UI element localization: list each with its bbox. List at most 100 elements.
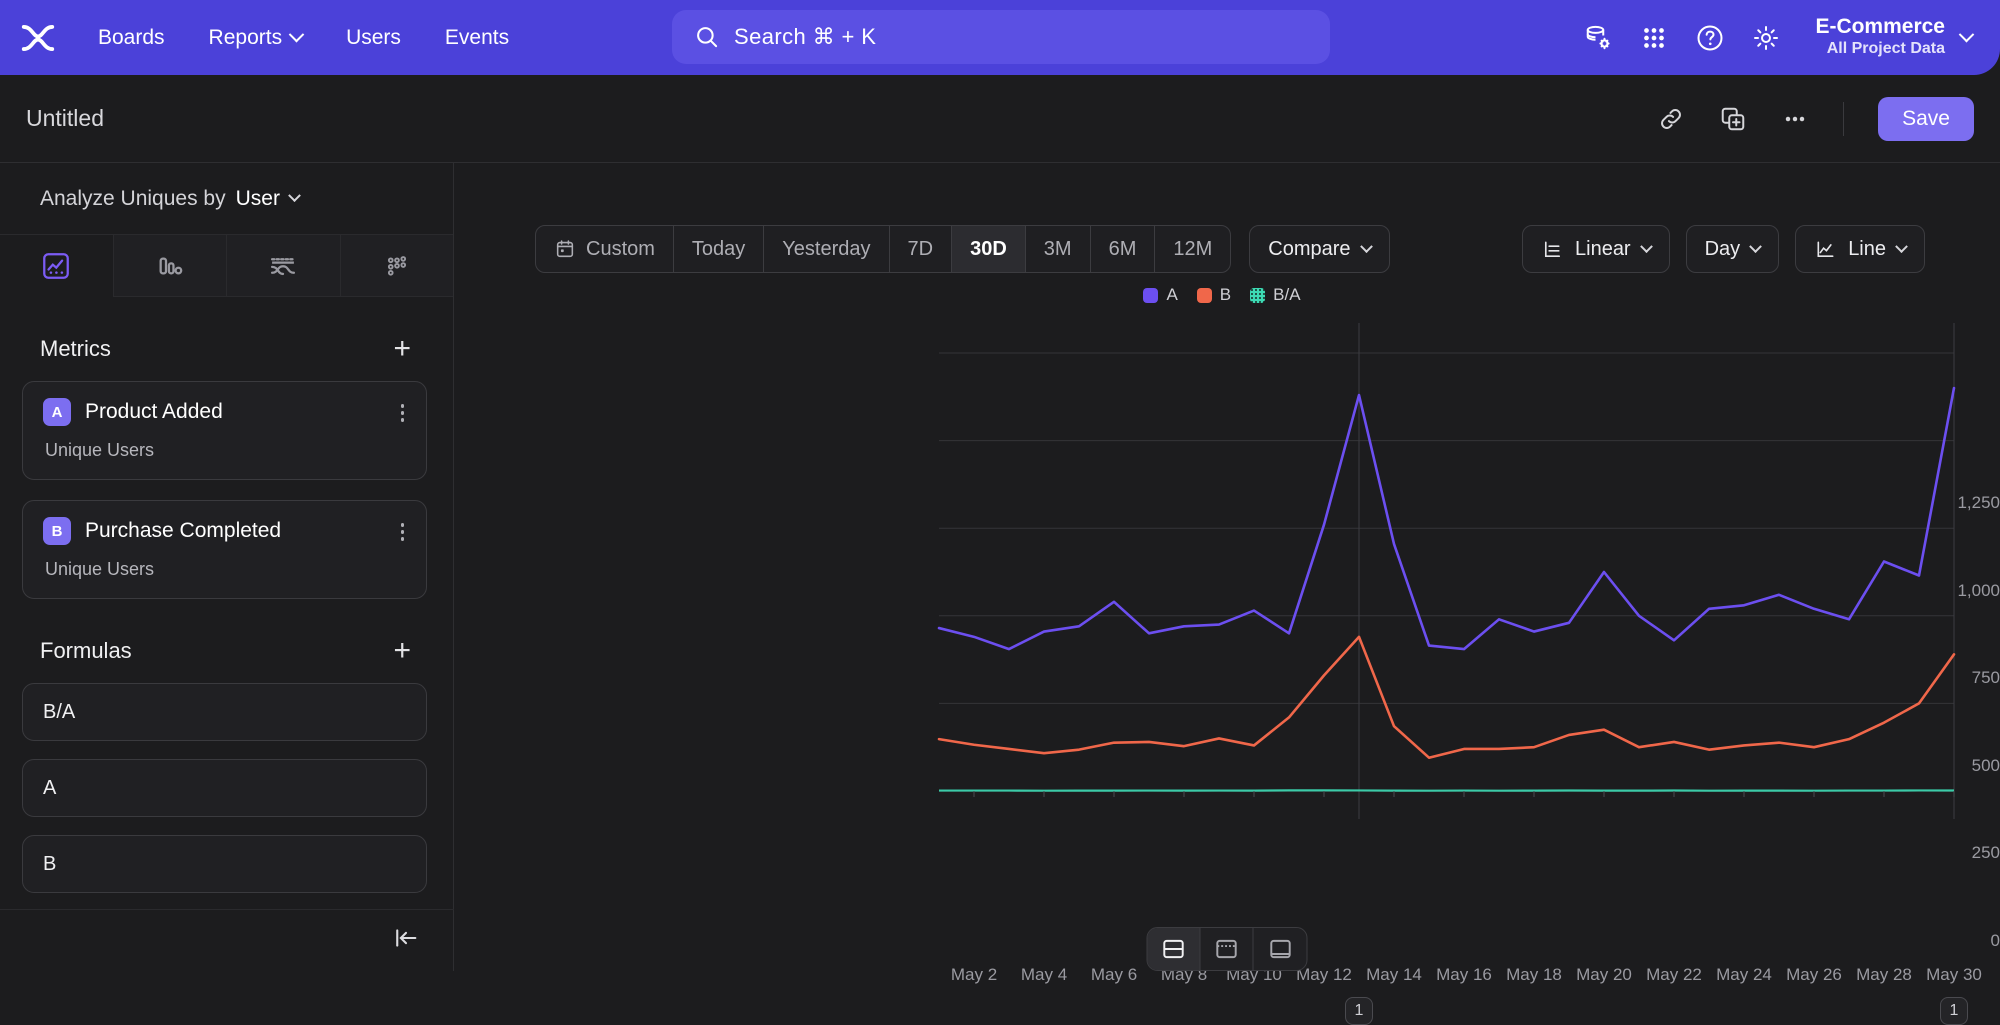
compare-label: Compare [1268,237,1351,260]
metric-badge: B [43,517,71,545]
date-range-30d[interactable]: 30D [952,226,1026,272]
add-to-board-icon[interactable] [1719,105,1747,133]
y-axis-tick-label: 1,250 [1957,493,2000,512]
scale-selector[interactable]: Linear [1522,225,1670,273]
search-icon [697,27,718,48]
page-title[interactable]: Untitled [26,105,104,131]
x-axis-tick-label: May 6 [1090,965,1138,984]
search-placeholder: Search ⌘ + K [734,24,877,49]
metric-badge: A [43,398,71,426]
x-axis-tick-label: May 28 [1856,965,1912,984]
date-range-custom[interactable]: Custom [536,226,674,272]
date-range-3m[interactable]: 3M [1026,226,1091,272]
link-icon[interactable] [1657,105,1685,133]
y-axis-tick-label: 250 [1971,843,2000,863]
formula-card-a[interactable]: A [22,759,427,817]
analyze-by-selector[interactable]: User [236,187,301,211]
legend-swatch [1196,287,1212,303]
metric-card-top: B Purchase Completed [43,517,406,545]
search-input[interactable]: Search ⌘ + K [672,10,1330,64]
line-chart-icon [1817,240,1834,257]
metric-measure: Unique Users [45,559,155,579]
chevron-down-icon [1749,239,1763,253]
flow-sankey-icon [271,257,296,275]
calendar-icon [556,240,574,258]
metric-card-top: A Product Added [43,398,406,426]
nav-link-reports[interactable]: Reports [187,18,325,58]
divider [1843,101,1845,136]
date-range-7d[interactable]: 7D [890,226,953,272]
project-scope: All Project Data [1826,40,1945,58]
chart-plot-area: 0 250 500 750 1,000 1,250 May 2 May 4 May 6 May 8… [454,313,2000,1025]
mixpanel-logo[interactable] [0,19,76,57]
nav-link-events[interactable]: Events [423,18,531,58]
metric-options-icon[interactable] [397,400,409,426]
more-horizontal-icon[interactable] [1781,105,1809,133]
x-axis-tick-label: May 2 [950,965,998,984]
layout-panel-bottom[interactable] [1254,928,1307,970]
metric-card-product-added[interactable]: A Product Added Unique Users [22,381,427,480]
compare-button[interactable]: Compare [1249,225,1390,273]
chart-type-selector[interactable]: Line [1795,225,1925,273]
sidebar-footer [0,909,454,971]
save-button[interactable]: Save [1878,96,1974,141]
panel-layout-toggle [1146,927,1308,971]
nav-link-boards[interactable]: Boards [76,18,187,58]
metric-card-purchase-completed[interactable]: B Purchase Completed Unique Users [22,500,427,599]
nav-link-users-label: Users [346,25,401,49]
legend-item-b[interactable]: B [1196,285,1231,305]
x-axis-tick-label: May 20 [1576,965,1632,984]
date-range-today[interactable]: Today [674,226,765,272]
metric-options-icon[interactable] [397,519,409,545]
y-axis-tick-label: 0 [1990,931,2000,950]
layout-panel-top[interactable] [1201,928,1254,970]
x-axis-tick-label: May 12 [1296,965,1352,984]
chart-options: Linear Day Line [1522,225,1925,273]
formulas-section-header: Formulas + [0,619,453,683]
chart-legend: A B B/A [454,285,2000,305]
x-axis-tick-label: May 26 [1786,965,1842,984]
add-formula-button[interactable]: + [393,634,411,667]
project-selector[interactable]: E-Commerce All Project Data [1815,15,1975,60]
help-circle-icon[interactable] [1695,23,1725,53]
view-tab-bar-chart[interactable] [113,235,227,297]
x-axis-tick-label: May 4 [1020,965,1068,984]
chart-panel: Custom Today Yesterday 7D 30D 3M 6M 12M … [454,163,2000,1025]
y-axis-tick-label: 500 [1971,755,2000,775]
view-tab-flow-sankey[interactable] [227,235,341,297]
view-tab-grid-dots[interactable] [340,235,453,297]
annotation-marker[interactable]: 1 [1345,997,1373,1025]
database-gear-icon[interactable] [1583,23,1613,53]
metric-measure: Unique Users [45,440,155,460]
chart-type-label: Line [1848,237,1886,260]
formula-card-b[interactable]: B [22,835,427,893]
report-sidebar: Analyze Uniques by User [0,163,454,971]
scale-label: Linear [1575,237,1631,260]
nav-link-boards-label: Boards [98,25,165,49]
layout-split-horizontal[interactable] [1147,928,1201,970]
project-name: E-Commerce [1815,15,1945,39]
view-tab-insights-line-chart[interactable] [0,235,114,297]
chevron-down-icon [1895,239,1908,253]
date-range-yesterday[interactable]: Yesterday [764,226,890,272]
top-navigation-bar: Boards Reports Users Events Search ⌘ + K [0,0,2000,75]
settings-gear-icon[interactable] [1751,23,1781,53]
x-axis-tick-label: May 24 [1716,965,1772,984]
collapse-sidebar-icon[interactable] [392,924,420,957]
annotation-marker[interactable]: 1 [1940,997,1968,1025]
y-axis-tick-label: 1,000 [1957,580,2000,600]
date-range-12m[interactable]: 12M [1173,237,1213,260]
line-chart-svg[interactable] [454,313,2000,913]
add-metric-button[interactable]: + [393,332,411,365]
nav-link-users[interactable]: Users [324,18,423,58]
date-range-6m[interactable]: 6M [1091,226,1156,272]
formula-card-ba[interactable]: B/A [22,683,427,741]
x-axis-tick-label: May 22 [1646,965,1702,984]
interval-selector[interactable]: Day [1685,225,1780,273]
interval-label: Day [1704,237,1741,260]
legend-item-b-a[interactable]: B/A [1250,285,1301,305]
metrics-section-header: Metrics + [0,317,453,381]
apps-grid-icon[interactable] [1639,23,1669,53]
legend-item-a[interactable]: A [1143,285,1178,305]
analyze-prefix-label: Analyze Uniques by [40,186,226,210]
